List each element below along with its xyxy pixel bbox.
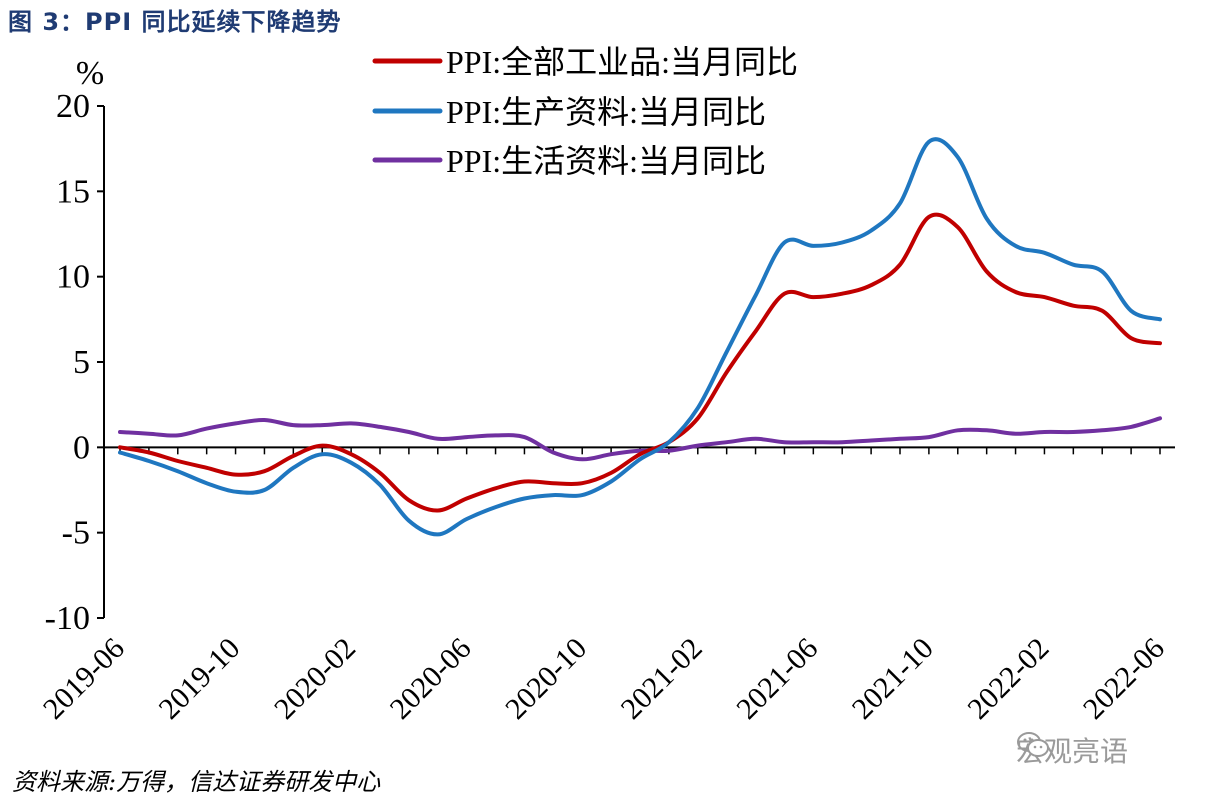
y-tick-label: -10 [45, 600, 90, 637]
y-tick-label: 0 [73, 429, 90, 466]
x-tick-label: 2020-02 [268, 632, 362, 726]
source-note: 资料来源:万得，信达证券研发中心 [12, 768, 381, 796]
wechat-icon [1017, 732, 1049, 757]
y-tick-label: 15 [56, 173, 90, 210]
watermark: 宏观亮语 [1016, 730, 1128, 770]
y-tick-label: 5 [73, 344, 90, 381]
legend-label: PPI:全部工业品:当月同比 [446, 44, 798, 80]
x-tick-label: 2019-06 [37, 632, 131, 726]
x-tick-label: 2021-02 [615, 632, 709, 726]
y-axis-unit: % [76, 55, 104, 92]
x-tick-label: 2022-06 [1077, 632, 1171, 726]
x-tick-label: 2021-10 [846, 632, 940, 726]
x-tick-label: 2019-10 [152, 632, 246, 726]
series-line [118, 416, 1162, 462]
y-tick-label: 20 [56, 88, 90, 125]
series-line [118, 137, 1162, 537]
x-tick-label: 2022-02 [961, 632, 1055, 726]
figure-title: 图 3：PPI 同比延续下降趋势 [8, 8, 342, 36]
y-tick-label: 10 [56, 259, 90, 296]
legend-label: PPI:生活资料:当月同比 [446, 143, 766, 179]
x-tick-label: 2021-06 [730, 632, 824, 726]
legend-label: PPI:生产资料:当月同比 [446, 94, 766, 130]
series-line [118, 212, 1162, 513]
x-tick-label: 2020-10 [499, 632, 593, 726]
x-tick-label: 2020-06 [384, 632, 478, 726]
y-tick-label: -5 [62, 515, 90, 552]
